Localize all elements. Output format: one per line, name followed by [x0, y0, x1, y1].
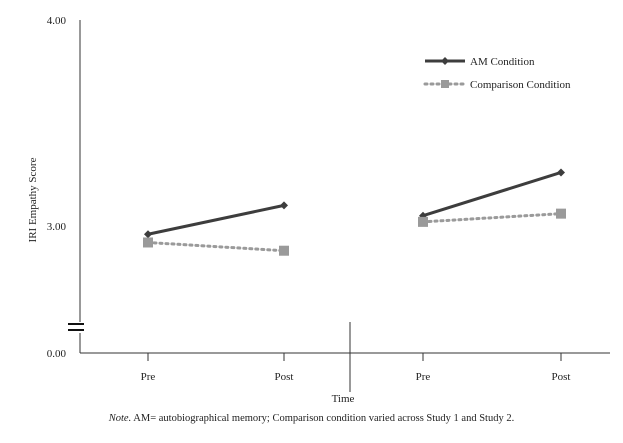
x-axis-label: Time	[332, 393, 355, 405]
data-point-comparison-panel-1-post	[279, 245, 289, 256]
x-tick-label-pre-1: Pre	[141, 371, 156, 383]
note-prefix: Note.	[108, 413, 132, 424]
legend-marker-am	[441, 57, 449, 65]
data-point-comparison-panel-2-pre	[418, 216, 428, 227]
data-point-am-panel-1-post	[280, 201, 288, 210]
figure-note: Note. AM= autobiographical memory; Compa…	[0, 413, 623, 424]
data-point-comparison-panel-1-pre	[143, 237, 153, 248]
legend: AM Condition Comparison Condition	[423, 56, 571, 91]
data-point-am-panel-1-pre	[144, 230, 152, 239]
data-marks	[143, 168, 566, 256]
y-tick-label-3: 3.00	[47, 221, 67, 233]
legend-label-comparison: Comparison Condition	[470, 79, 571, 91]
x-tick-label-post-1: Post	[275, 371, 294, 383]
data-point-comparison-panel-2-post	[556, 208, 566, 219]
legend-marker-comparison	[441, 80, 449, 88]
series-line-comparison-panel-1	[146, 240, 286, 253]
line-chart: 4.00 3.00 0.00 IRI Empathy Score Pre Pos…	[27, 15, 610, 405]
y-tick-label-0: 0.00	[47, 348, 67, 360]
legend-label-am: AM Condition	[470, 56, 535, 68]
series-line-comparison-panel-2	[421, 212, 563, 224]
note-text: AM= autobiographical memory; Comparison …	[133, 413, 515, 424]
series-line-am-panel-1	[146, 203, 286, 236]
x-tick-label-pre-2: Pre	[416, 371, 431, 383]
y-tick-label-4: 4.00	[47, 15, 67, 27]
y-axis-label: IRI Empathy Score	[27, 157, 39, 242]
data-point-am-panel-2-post	[557, 168, 565, 177]
x-tick-label-post-2: Post	[552, 371, 571, 383]
axis-break-marks	[68, 323, 84, 331]
series-line-am-panel-2	[421, 170, 563, 218]
